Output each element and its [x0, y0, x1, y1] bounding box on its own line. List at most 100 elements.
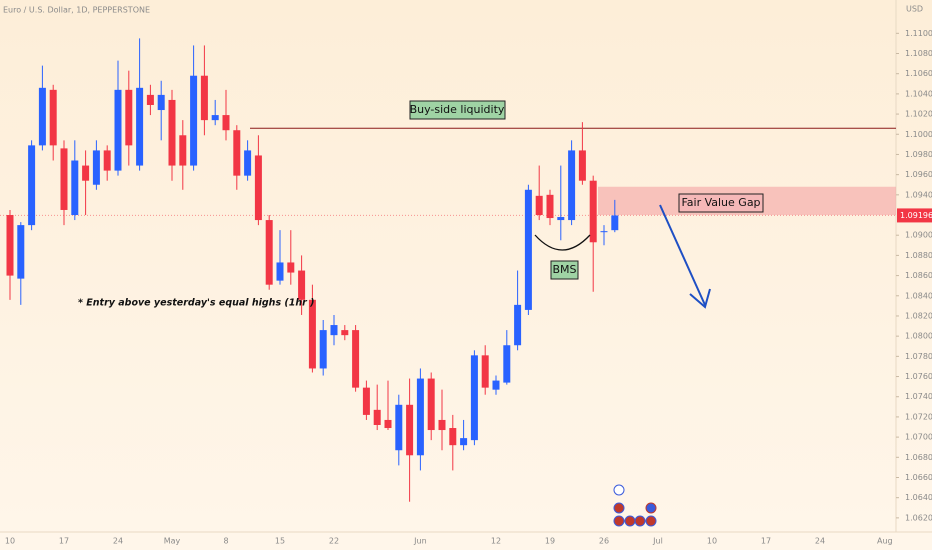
y-tick-label: 1.06400	[905, 493, 932, 502]
event-icon	[624, 515, 636, 527]
candle-body	[449, 428, 457, 446]
candle-body	[244, 150, 252, 176]
x-tick-label: 15	[275, 537, 285, 546]
candle-body	[211, 115, 219, 121]
x-tick-label: 24	[815, 537, 825, 546]
event-icon	[634, 515, 646, 527]
y-tick-label: 1.10800	[905, 49, 932, 58]
candle-body	[103, 150, 111, 171]
event-icon	[645, 502, 657, 514]
currency: USD	[906, 5, 923, 14]
candle-body	[114, 89, 122, 171]
candle-body	[600, 231, 608, 233]
fvg-label: Fair Value Gap	[681, 196, 760, 209]
candle-body	[578, 150, 586, 181]
y-tick-label: 1.06800	[905, 453, 932, 462]
candle-body	[470, 355, 478, 441]
candle-body	[611, 215, 619, 231]
y-tick-label: 1.11000	[905, 29, 932, 38]
y-tick-label: 1.10600	[905, 69, 932, 78]
y-tick-label: 1.09800	[905, 150, 932, 159]
arrow-shaft	[659, 204, 706, 306]
note: * Entry above yesterday's equal highs (1…	[78, 298, 314, 309]
x-tick-label: Jul	[652, 537, 663, 546]
y-tick-label: 1.09600	[905, 170, 932, 179]
candle-body	[524, 189, 532, 310]
candle-body	[28, 145, 36, 226]
candle-body	[384, 419, 392, 429]
y-tick-label: 1.07400	[905, 392, 932, 401]
y-tick-label: 1.07800	[905, 352, 932, 361]
last-price-tag	[897, 208, 932, 223]
bms-label-box	[550, 260, 579, 280]
y-tick-label: 1.10000	[905, 130, 932, 139]
candle-body	[146, 94, 154, 105]
candle-body	[492, 380, 500, 390]
candle-body	[352, 330, 360, 388]
x-tick-label: May	[164, 537, 181, 546]
bms-curve	[534, 234, 591, 251]
event-icons	[613, 484, 657, 527]
x-tick-label: 22	[329, 537, 339, 546]
candle-body	[330, 325, 338, 336]
candle-body	[49, 89, 57, 146]
y-tick-label: 1.08200	[905, 311, 932, 320]
arrow-head	[689, 288, 711, 309]
y-tick-label: 1.06200	[905, 513, 932, 522]
candle-body	[362, 387, 370, 415]
x-tick-label: 26	[599, 537, 609, 546]
candle-body	[341, 330, 349, 336]
candles	[6, 38, 619, 502]
candle-body	[265, 220, 273, 285]
candle-body	[427, 378, 435, 431]
y-tick-label: 1.08600	[905, 271, 932, 280]
y-tick-label: 1.07200	[905, 412, 932, 421]
y-tick-label: 1.08800	[905, 251, 932, 260]
candle-body	[308, 299, 316, 369]
last-price-label: 1.09196	[900, 211, 932, 220]
y-tick-label: 1.07600	[905, 372, 932, 381]
candle-body	[481, 355, 489, 388]
candle-body	[17, 225, 25, 279]
candle-body	[395, 404, 403, 451]
candle-body	[568, 150, 576, 221]
x-tick-label: 10	[5, 537, 15, 546]
candle-body	[168, 99, 176, 166]
x-tick-label: 8	[223, 537, 228, 546]
candle-body	[136, 87, 144, 166]
candle-body	[190, 75, 198, 166]
x-tick-label: 12	[491, 537, 501, 546]
candle-body	[92, 150, 100, 185]
x-tick-label: 17	[59, 537, 69, 546]
event-icon	[645, 515, 657, 527]
liquidity-label: Buy-side liquidity	[410, 103, 505, 116]
y-tick-label: 1.07000	[905, 433, 932, 442]
candle-body	[157, 94, 165, 111]
candle-body	[222, 115, 230, 131]
chart-title: Euro / U.S. Dollar, 1D, PEPPERSTONE	[3, 6, 150, 15]
candle-body	[38, 87, 46, 146]
candle-body	[298, 270, 306, 300]
candle-body	[254, 155, 262, 221]
y-tick-label: 1.10400	[905, 89, 932, 98]
y-tick-label: 1.10200	[905, 110, 932, 119]
liquidity-label-box	[409, 100, 506, 120]
candle-body	[514, 304, 522, 346]
x-tick-label: 24	[113, 537, 123, 546]
candle-body	[535, 195, 543, 216]
candle-body	[460, 438, 468, 446]
candle-body	[6, 215, 14, 276]
y-tick-label: 1.09400	[905, 190, 932, 199]
x-tick-label: Aug	[877, 537, 893, 546]
candle-body	[416, 378, 424, 456]
candle-body	[60, 148, 68, 210]
candle-body	[233, 130, 241, 176]
candle-body	[71, 160, 79, 216]
candle-body	[319, 330, 327, 369]
candle-body	[276, 262, 284, 281]
y-tick-label: 1.08400	[905, 291, 932, 300]
bms-label: BMS	[552, 263, 576, 276]
